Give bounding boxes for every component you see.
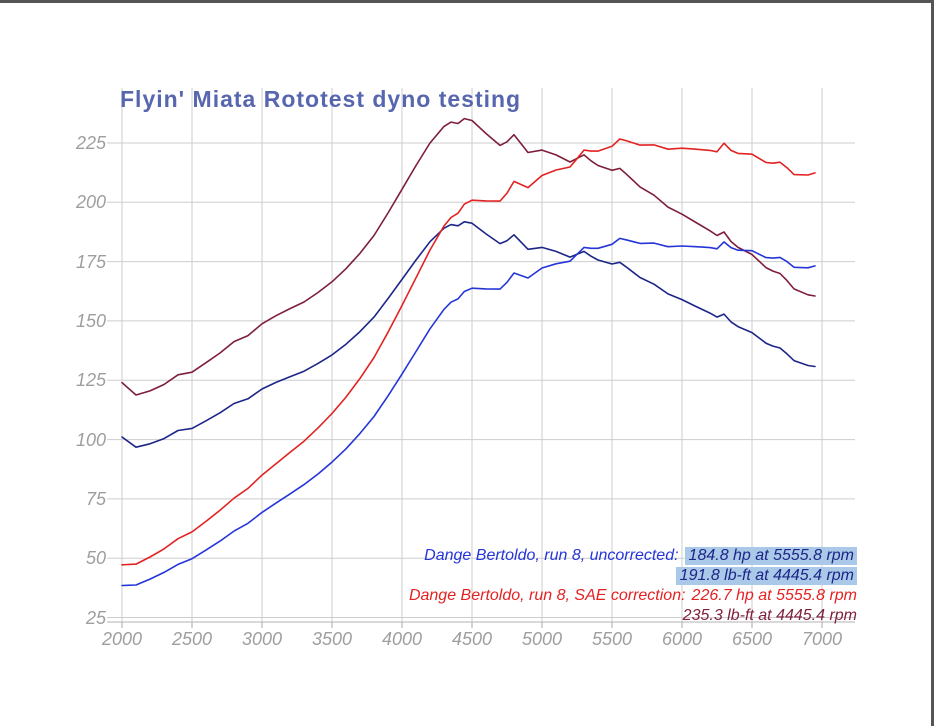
- curve-torque-sae: [121, 117, 816, 396]
- legend-uncorrected-torque-value[interactable]: 191.8 lb-ft at 4445.4 rpm: [675, 567, 857, 585]
- y-axis-tick-label: 175: [75, 251, 106, 272]
- legend-line-uncorrected-torque: 191.8 lb-ft at 4445.4 rpm: [409, 566, 857, 586]
- x-axis-tick-label: 2500: [171, 629, 213, 649]
- y-axis-tick-label: 150: [75, 310, 106, 331]
- x-axis-tick-label: 5000: [521, 629, 563, 649]
- window-border-right: [931, 0, 934, 726]
- results-annotation: Dange Bertoldo, run 8, uncorrected: 184.8…: [409, 546, 857, 626]
- x-axis-tick-label: 4500: [451, 629, 493, 649]
- legend-sae-torque-value: 235.3 lb-ft at 4445.4 rpm: [682, 607, 857, 624]
- x-axis-tick-label: 5500: [591, 629, 633, 649]
- x-axis-tick-label: 2000: [101, 629, 143, 649]
- legend-uncorrected-hp-value[interactable]: 184.8 hp at 5555.8 rpm: [684, 547, 857, 565]
- y-axis-tick-label: 225: [75, 133, 106, 153]
- x-axis-tick-label: 7000: [801, 629, 843, 649]
- chart-title: Flyin' Miata Rototest dyno testing: [120, 86, 522, 112]
- y-axis-tick-label: 50: [85, 548, 106, 569]
- x-axis-tick-label: 3500: [311, 629, 353, 649]
- curve-power-sae: [121, 138, 816, 566]
- y-axis-tick-label: 25: [85, 607, 106, 628]
- y-axis-tick-label: 75: [85, 488, 106, 509]
- window-border-top: [0, 0, 934, 3]
- x-axis-tick-label: 4000: [381, 629, 423, 649]
- y-axis-tick-label: 200: [75, 192, 106, 213]
- y-axis-tick-label: 100: [75, 429, 106, 450]
- x-axis-tick-label: 6500: [731, 629, 773, 649]
- legend-line-sae-hp: Dange Bertoldo, run 8, SAE correction: 22…: [409, 586, 857, 606]
- x-axis-tick-label: 6000: [661, 629, 703, 649]
- legend-line-uncorrected-hp: Dange Bertoldo, run 8, uncorrected: 184.8…: [409, 546, 857, 566]
- legend-uncorrected-label: Dange Bertoldo, run 8, uncorrected:: [424, 547, 679, 564]
- y-axis-tick-label: 125: [75, 370, 106, 391]
- legend-sae-hp-value: 226.7 hp at 5555.8 rpm: [691, 587, 857, 604]
- x-axis-tick-label: 3000: [241, 629, 283, 649]
- legend-line-sae-torque: 235.3 lb-ft at 4445.4 rpm: [409, 606, 857, 626]
- curve-torque-uncorrected: [121, 221, 816, 449]
- curve-power-uncorrected: [121, 237, 816, 587]
- legend-sae-label: Dange Bertoldo, run 8, SAE correction:: [408, 587, 686, 604]
